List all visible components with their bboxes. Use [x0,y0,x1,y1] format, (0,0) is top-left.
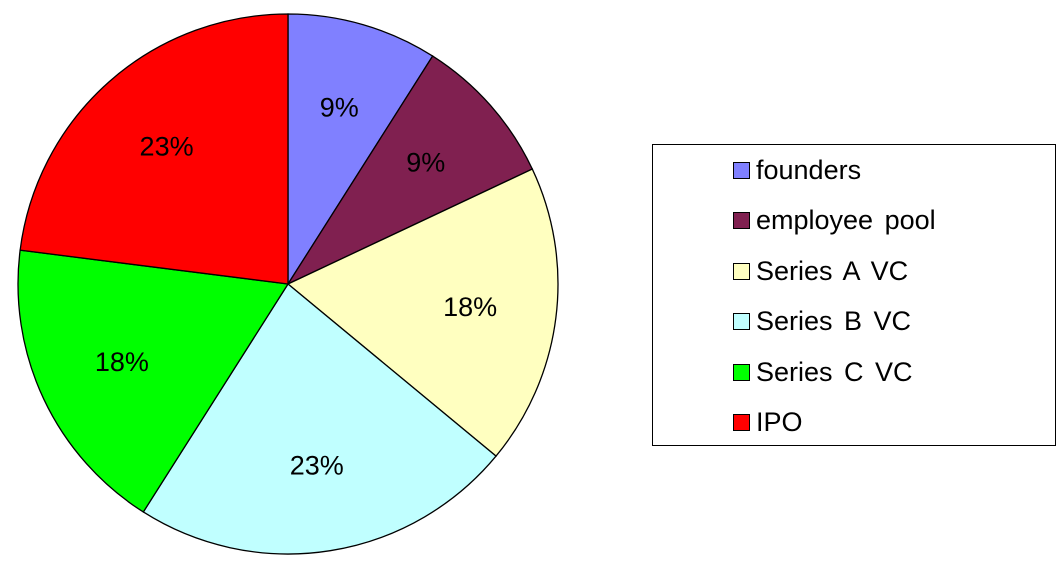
legend-label: Series B VC [756,306,912,336]
pie-value-label: 9% [320,93,359,123]
legend-item: Series B VC [733,306,912,337]
legend-item: employee pool [733,205,936,236]
pie-chart: 9% 9% 18% 23% 18% 23% [17,13,559,555]
legend-label: employee pool [756,205,936,235]
legend-item: Series C VC [733,357,913,387]
chart-legend: founders employee pool Series A VC Series B… [652,144,1056,446]
legend-label: IPO [756,407,803,437]
pie-value-label: 18% [95,347,149,377]
pie-slice-employee-pool [286,55,534,286]
legend-swatch [733,262,750,280]
legend-swatch [733,161,750,179]
pie-slice-series-c-vc [17,249,290,513]
legend-item: founders [733,155,861,185]
pie-value-label: 23% [290,450,344,480]
legend-label: founders [756,154,862,185]
legend-swatch [733,313,750,330]
legend-label: Series C VC [756,356,913,387]
legend-swatch [733,414,750,431]
legend-swatch [733,212,750,229]
legend-label: Series A VC [756,255,909,286]
legend-item: Series A VC [733,256,908,286]
pie-value-label: 18% [443,292,497,322]
pie-value-label: 9% [406,148,445,178]
pie-slice-series-b-vc [142,283,497,555]
pie-slices [17,13,559,555]
pie-value-label: 23% [140,131,194,161]
pie-value-labels: 9% 9% 18% 23% 18% 23% [95,93,497,481]
legend-swatch [733,363,750,381]
pie-slice-series-a-vc [286,168,559,458]
legend-item: IPO [733,407,803,438]
pie-slice-ipo [19,13,289,285]
pie-slice-founders [287,13,434,287]
